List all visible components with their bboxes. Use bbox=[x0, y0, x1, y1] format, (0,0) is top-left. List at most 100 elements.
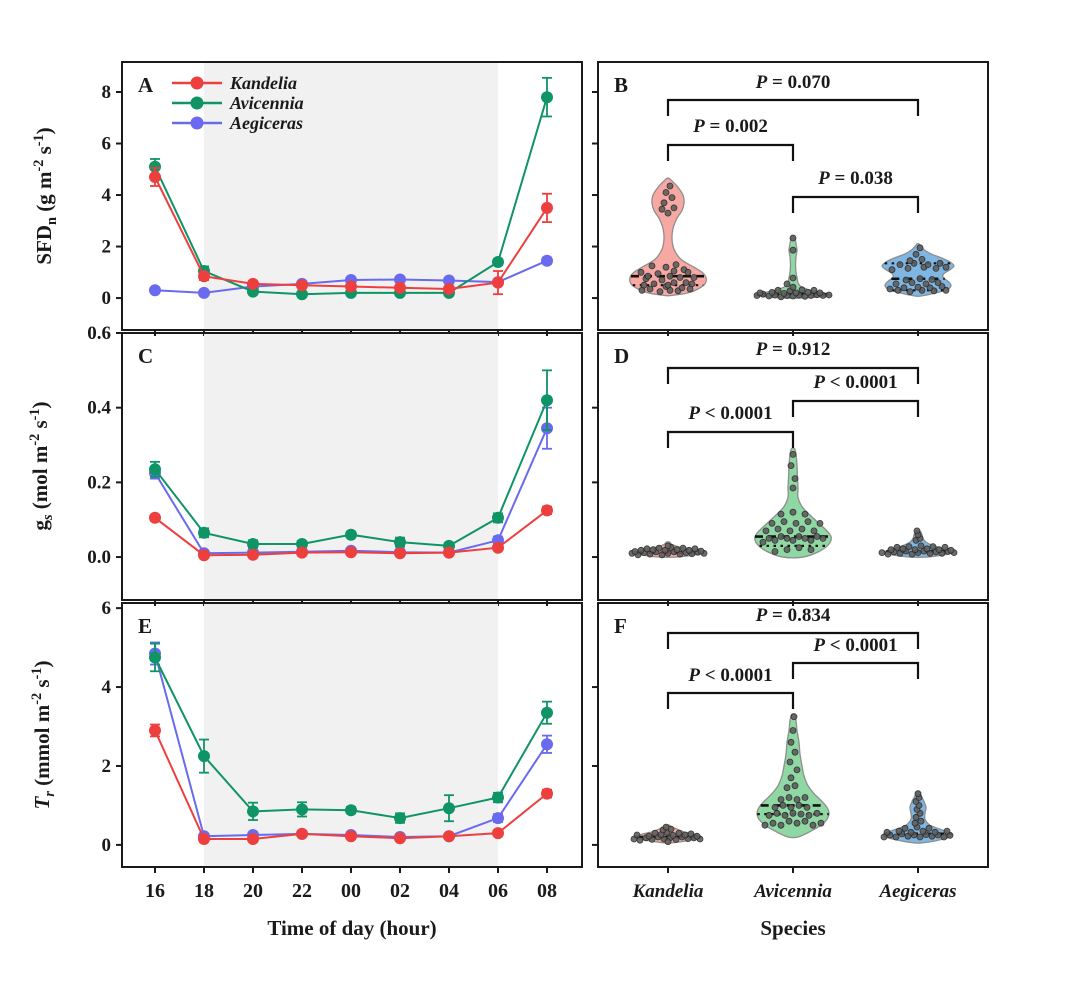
jitter-point bbox=[789, 234, 797, 242]
jitter-point bbox=[938, 283, 946, 290]
panel-letter: F bbox=[614, 614, 627, 638]
jitter-point bbox=[783, 280, 791, 288]
data-point bbox=[492, 541, 504, 554]
jitter-point bbox=[777, 796, 785, 803]
jitter-point bbox=[941, 543, 949, 551]
y-tick-label: 0.2 bbox=[87, 472, 111, 493]
y-tick-label: 0 bbox=[102, 288, 112, 309]
jitter-point bbox=[886, 285, 894, 293]
data-point bbox=[198, 549, 210, 562]
jitter-point bbox=[658, 205, 666, 213]
pvalue-bracket bbox=[791, 399, 920, 417]
jitter-point bbox=[675, 829, 683, 837]
jitter-point bbox=[648, 262, 656, 270]
panel-letter: C bbox=[138, 344, 153, 368]
jitter-point bbox=[783, 546, 791, 553]
jitter-point bbox=[905, 543, 913, 550]
legend-marker bbox=[190, 116, 204, 130]
jitter-point bbox=[697, 547, 705, 555]
data-point bbox=[345, 546, 357, 559]
jitter-point bbox=[789, 246, 797, 254]
jitter-point bbox=[768, 520, 776, 527]
jitter-point bbox=[931, 828, 939, 836]
jitter-point bbox=[916, 833, 924, 841]
jitter-point bbox=[774, 525, 782, 533]
jitter-point bbox=[896, 261, 904, 269]
jitter-point bbox=[907, 828, 915, 836]
data-point bbox=[247, 833, 259, 845]
jitter-point bbox=[762, 527, 770, 535]
jitter-point bbox=[791, 748, 799, 756]
jitter-point bbox=[789, 809, 797, 817]
jitter-point bbox=[765, 811, 773, 819]
jitter-point bbox=[640, 281, 648, 289]
data-point bbox=[296, 546, 308, 559]
jitter-point bbox=[690, 274, 698, 281]
jitter-point bbox=[759, 538, 767, 546]
panel-letter: A bbox=[138, 73, 154, 97]
jitter-point bbox=[932, 264, 940, 272]
jitter-point bbox=[664, 542, 672, 550]
jitter-point bbox=[911, 819, 919, 827]
jitter-point bbox=[918, 255, 926, 263]
jitter-point bbox=[813, 809, 821, 817]
data-point bbox=[443, 274, 455, 287]
jitter-point bbox=[644, 272, 652, 280]
jitter-point bbox=[816, 289, 824, 297]
jitter-point bbox=[902, 276, 910, 284]
series-avicennia bbox=[149, 642, 553, 825]
jitter-point bbox=[676, 274, 684, 281]
jitter-point bbox=[643, 545, 651, 553]
y-axis-label-gs: gs (mol m-2 s-1) bbox=[26, 401, 57, 531]
jitter-point bbox=[785, 794, 793, 801]
jitter-point bbox=[928, 276, 936, 283]
jitter-point bbox=[771, 548, 779, 555]
jitter-point bbox=[813, 533, 821, 540]
data-point bbox=[296, 803, 308, 816]
jitter-point bbox=[678, 284, 686, 292]
jitter-point bbox=[664, 838, 672, 846]
jitter-point bbox=[656, 288, 664, 296]
data-point bbox=[394, 812, 406, 825]
jitter-point bbox=[904, 264, 912, 272]
night-shading-band bbox=[204, 603, 498, 867]
jitter-point bbox=[645, 832, 653, 840]
data-point bbox=[492, 827, 504, 840]
jitter-point bbox=[777, 510, 785, 518]
pvalue-label: P < 0.0001 bbox=[687, 403, 772, 424]
pvalue-comparison: P = 0.912 bbox=[666, 339, 920, 384]
series-kandelia bbox=[149, 504, 553, 562]
data-point bbox=[541, 394, 553, 407]
jitter-point bbox=[790, 713, 798, 721]
data-point bbox=[541, 787, 553, 800]
data-point bbox=[443, 546, 455, 559]
jitter-point bbox=[801, 510, 809, 518]
y-axis-label-tr: Tr (mmol m-2 s-1) bbox=[28, 660, 59, 810]
jitter-point bbox=[670, 279, 678, 287]
y-axis-label-sfd: SFDn (g m-2 s-1) bbox=[30, 127, 61, 265]
jitter-point bbox=[662, 263, 670, 271]
jitter-point bbox=[925, 824, 933, 832]
jitter-point bbox=[793, 796, 801, 803]
jitter-point bbox=[687, 830, 695, 838]
x-axis-title-species: Species bbox=[760, 916, 826, 940]
jitter-point bbox=[917, 542, 925, 550]
violin-avicennia bbox=[754, 447, 832, 559]
jitter-point bbox=[801, 794, 809, 801]
jitter-point bbox=[895, 827, 903, 835]
jitter-point bbox=[789, 283, 797, 291]
data-point bbox=[198, 833, 210, 845]
data-point bbox=[492, 511, 504, 524]
jitter-point bbox=[804, 518, 812, 525]
data-point bbox=[394, 273, 406, 286]
jitter-point bbox=[789, 727, 797, 734]
jitter-point bbox=[804, 288, 812, 296]
jitter-point bbox=[666, 272, 674, 280]
jitter-point bbox=[779, 802, 787, 809]
jitter-point bbox=[795, 544, 803, 552]
y-tick-label: 2 bbox=[102, 756, 112, 777]
pvalue-bracket bbox=[666, 143, 795, 161]
data-point bbox=[149, 284, 161, 297]
